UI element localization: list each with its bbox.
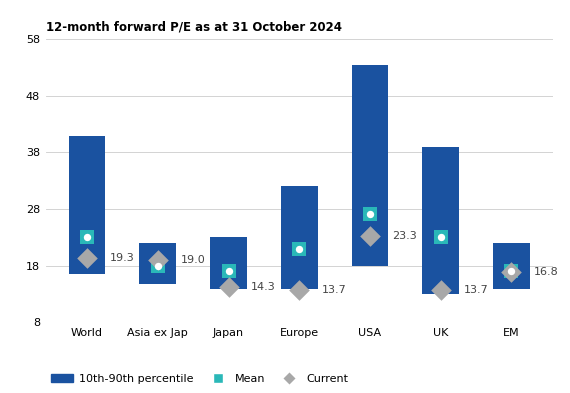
Point [153, 257, 162, 263]
Point [365, 211, 374, 217]
Bar [493, 243, 530, 289]
Text: 13.7: 13.7 [463, 285, 488, 295]
Point [507, 269, 516, 275]
Point [507, 268, 516, 274]
Point [436, 287, 445, 293]
Bar [210, 237, 247, 289]
Text: 23.3: 23.3 [393, 231, 417, 241]
Bar [68, 136, 105, 274]
Point [153, 263, 162, 269]
Text: 16.8: 16.8 [534, 268, 559, 277]
Point [295, 246, 304, 252]
Point [295, 287, 304, 293]
Point [83, 234, 92, 241]
Bar [281, 186, 317, 289]
Point [224, 268, 233, 274]
Text: 13.7: 13.7 [322, 285, 347, 295]
Point [224, 283, 233, 290]
Text: 12-month forward P/E as at 31 October 2024: 12-month forward P/E as at 31 October 20… [46, 21, 341, 34]
Bar [422, 147, 459, 294]
Point [365, 233, 374, 239]
Text: 14.3: 14.3 [251, 282, 276, 292]
Text: 19.0: 19.0 [181, 255, 205, 265]
Point [83, 255, 92, 261]
Bar [352, 65, 388, 266]
Point [224, 268, 233, 274]
Point [436, 234, 445, 241]
Point [83, 234, 92, 241]
Point [436, 234, 445, 241]
Legend: 10th-90th percentile, Mean, Current: 10th-90th percentile, Mean, Current [51, 373, 348, 384]
Point [153, 263, 162, 269]
Bar [140, 243, 176, 284]
Text: 19.3: 19.3 [109, 253, 135, 263]
Point [507, 268, 516, 274]
Point [365, 211, 374, 217]
Point [295, 246, 304, 252]
